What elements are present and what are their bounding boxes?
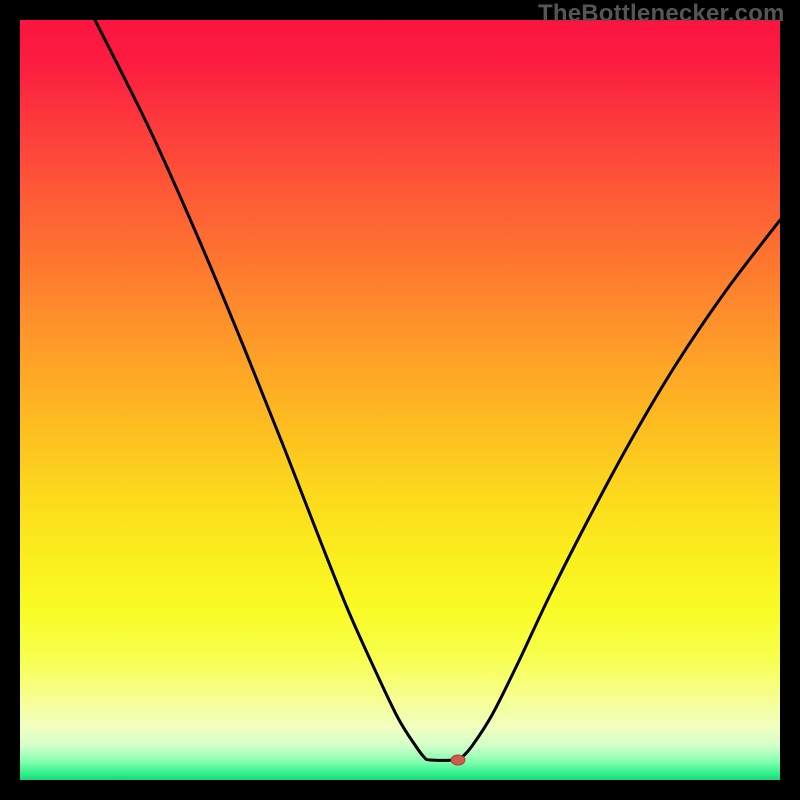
chart-svg	[20, 20, 780, 780]
chart-frame	[20, 20, 780, 780]
optimal-point-marker	[451, 755, 465, 765]
watermark-text: TheBottlenecker.com	[538, 0, 785, 28]
chart-background	[20, 20, 780, 780]
